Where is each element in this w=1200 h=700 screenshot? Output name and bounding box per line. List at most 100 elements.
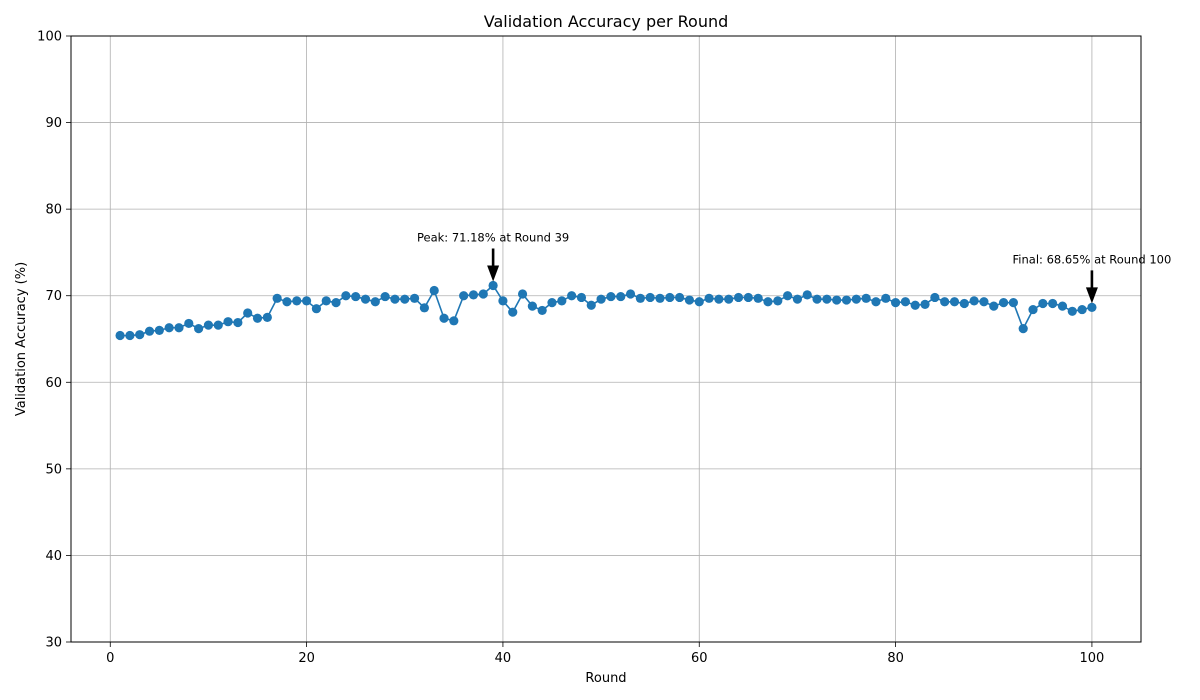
data-point — [625, 289, 636, 299]
data-point — [743, 292, 753, 303]
data-point — [949, 297, 960, 307]
data-point — [783, 291, 793, 301]
data-point — [645, 292, 655, 303]
data-point — [635, 293, 645, 303]
data-point — [547, 298, 557, 308]
data-point — [459, 291, 469, 301]
annotation-label: Final: 68.65% at Round 100 — [1013, 252, 1172, 266]
annotation-arrow-head — [487, 265, 500, 282]
data-point — [292, 296, 302, 306]
data-point — [851, 294, 861, 304]
data-point — [233, 317, 243, 328]
series-validation-accuracy — [115, 280, 1097, 341]
data-point — [792, 294, 803, 304]
data-point — [1048, 298, 1058, 309]
data-point — [449, 316, 459, 326]
data-point — [282, 297, 292, 307]
x-axis-title: Round — [585, 671, 626, 686]
data-point — [1018, 324, 1028, 334]
data-point — [272, 293, 282, 303]
data-point — [1077, 304, 1087, 315]
data-point — [508, 307, 518, 317]
x-tick-label: 40 — [495, 651, 512, 666]
annotation-label: Peak: 71.18% at Round 39 — [417, 230, 569, 244]
data-point — [429, 285, 439, 296]
annotation-arrow-head — [1085, 287, 1098, 304]
data-point — [861, 293, 871, 303]
data-point — [360, 294, 371, 304]
chart-title: Validation Accuracy per Round — [484, 12, 729, 31]
data-point — [665, 292, 675, 303]
data-point — [881, 293, 891, 303]
y-tick-label: 40 — [45, 549, 62, 564]
data-point — [262, 312, 272, 322]
data-point — [714, 294, 724, 304]
data-point — [125, 330, 135, 341]
data-point — [989, 301, 999, 311]
data-point — [753, 293, 763, 303]
data-point — [223, 317, 233, 327]
series-line — [120, 284, 1093, 337]
data-point — [321, 296, 331, 306]
data-point — [311, 304, 322, 314]
data-point — [498, 296, 508, 306]
axis-ticks: 0 20 40 60 80 100 30 40 50 60 70 80 90 100 — [37, 30, 1104, 667]
data-point — [812, 294, 822, 304]
data-point — [802, 290, 812, 300]
data-point — [841, 295, 852, 305]
data-point — [174, 323, 184, 333]
data-point — [213, 320, 223, 330]
data-point — [567, 291, 577, 301]
data-point — [557, 296, 567, 306]
data-point — [301, 296, 312, 306]
annotations: Peak: 71.18% at Round 39 Final: 68.65% at… — [417, 230, 1172, 304]
data-point — [194, 324, 204, 334]
data-point — [135, 330, 145, 340]
x-tick-label: 0 — [106, 651, 114, 666]
data-point — [969, 296, 979, 306]
y-tick-label: 100 — [37, 30, 62, 45]
data-point — [616, 291, 626, 302]
data-point — [773, 296, 783, 306]
data-point — [979, 297, 989, 307]
data-point — [1087, 302, 1097, 313]
data-point — [380, 291, 390, 302]
data-point — [203, 320, 214, 330]
data-point — [341, 291, 351, 301]
x-tick-label: 100 — [1080, 651, 1105, 666]
plot-frame — [70, 35, 1142, 643]
data-point — [694, 297, 704, 307]
data-point — [154, 325, 164, 335]
data-point — [871, 297, 881, 307]
y-tick-label: 30 — [45, 636, 62, 651]
data-point — [331, 298, 341, 308]
data-point — [478, 289, 488, 299]
data-point — [684, 295, 695, 305]
data-point — [243, 308, 253, 318]
data-point — [959, 298, 969, 309]
data-point — [704, 293, 714, 303]
x-tick-label: 20 — [298, 651, 315, 666]
data-point — [832, 295, 842, 305]
y-tick-label: 60 — [45, 376, 62, 391]
y-tick-label: 50 — [45, 462, 62, 477]
y-tick-label: 80 — [45, 203, 62, 218]
data-point — [890, 298, 901, 308]
data-point — [351, 291, 361, 302]
data-point — [576, 292, 587, 303]
data-point — [1028, 304, 1038, 315]
data-point — [252, 313, 263, 323]
data-point — [370, 297, 380, 307]
data-point — [537, 305, 547, 316]
data-point — [1038, 298, 1048, 309]
y-tick-label: 70 — [45, 289, 62, 304]
data-point — [900, 297, 911, 307]
data-point — [144, 326, 155, 336]
data-point — [910, 300, 920, 310]
data-point — [409, 293, 420, 303]
y-tick-label: 90 — [45, 116, 62, 131]
data-point — [517, 289, 528, 299]
data-point — [675, 292, 685, 303]
